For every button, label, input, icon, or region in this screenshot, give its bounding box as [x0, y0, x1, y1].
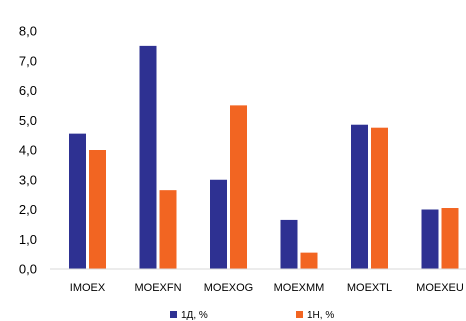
bar-moexeu-series-1: [421, 209, 439, 269]
legend-label-series-1: 1Д, %: [181, 310, 208, 321]
bar-moexeu-series-2: [441, 208, 459, 269]
x-category-label: MOEXTL: [347, 282, 392, 294]
legend-swatch-series-2: [296, 311, 303, 318]
bars-group: [69, 45, 459, 270]
x-axis-category-labels: IMOEX MOEXFN MOEXOG MOEXMM MOEXTL MOEXEU: [70, 282, 464, 294]
bar-moexfn-series-2: [159, 190, 177, 269]
bar-moexfn-series-1: [139, 45, 157, 269]
bar-moexog-series-2: [230, 105, 247, 269]
x-category-label: MOEXEU: [416, 282, 464, 294]
bar-moexmm-series-1: [280, 219, 298, 269]
y-tick-label: 4,0: [19, 143, 37, 158]
legend: 1Д, % 1Н, %: [170, 310, 334, 321]
y-tick-label: 1,0: [19, 232, 37, 247]
y-tick-label: 8,0: [19, 24, 37, 39]
x-category-label: MOEXOG: [204, 282, 254, 294]
legend-label-series-2: 1Н, %: [307, 310, 334, 321]
bar-moexog-series-1: [210, 179, 227, 269]
bar-moextl-series-2: [371, 127, 388, 269]
y-tick-label: 2,0: [19, 202, 37, 217]
y-tick-label: 7,0: [19, 53, 37, 68]
y-tick-label: 3,0: [19, 172, 37, 187]
bar-imoex-series-2: [89, 150, 106, 269]
x-category-label: MOEXFN: [134, 282, 181, 294]
y-tick-label: 6,0: [19, 83, 37, 98]
bar-moextl-series-1: [351, 124, 368, 270]
x-category-label: MOEXMM: [274, 282, 325, 294]
y-axis-tick-labels: 0,0 1,0 2,0 3,0 4,0 5,0 6,0 7,0 8,0: [19, 24, 37, 277]
bar-imoex-series-1: [69, 133, 86, 269]
bar-moexmm-series-2: [300, 252, 318, 269]
legend-swatch-series-1: [170, 311, 177, 318]
x-category-label: IMOEX: [70, 282, 106, 294]
y-tick-label: 0,0: [19, 262, 37, 277]
y-tick-label: 5,0: [19, 113, 37, 128]
